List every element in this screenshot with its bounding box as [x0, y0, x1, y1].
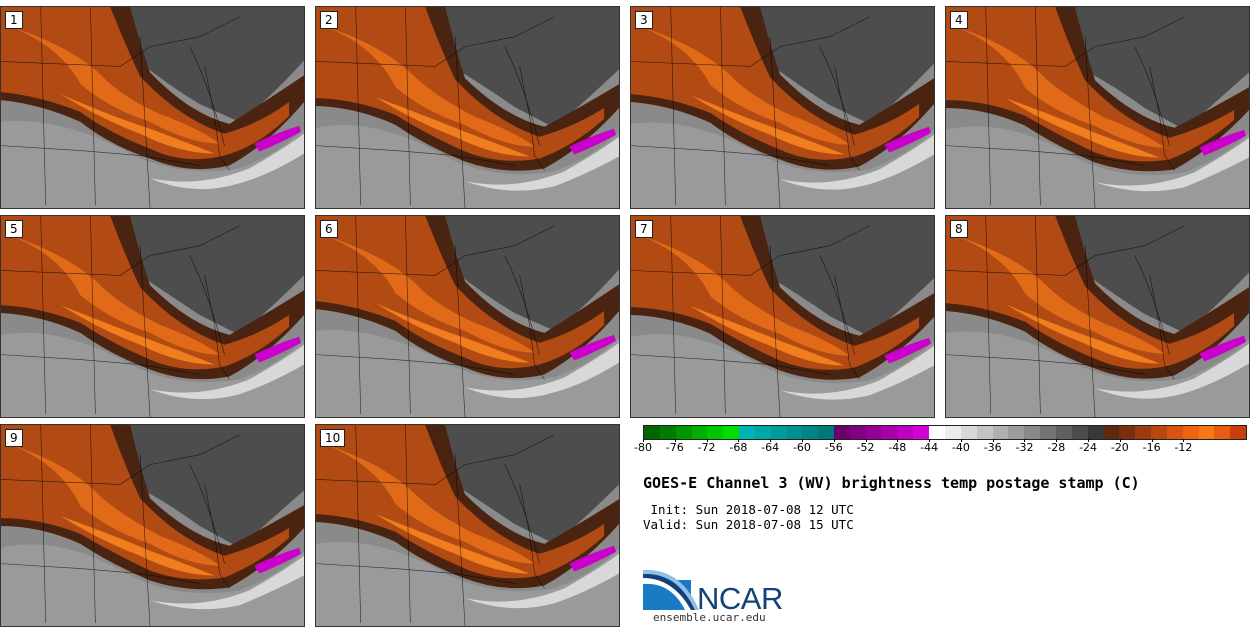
panel-number: 5: [5, 220, 23, 238]
init-time: Init: Sun 2018-07-08 12 UTC: [643, 502, 854, 517]
colorbar-swatch: [992, 426, 1009, 439]
colorbar-swatch: [1182, 426, 1199, 439]
colorbar-swatch: [659, 426, 676, 439]
colorbar-swatch: [1071, 426, 1088, 439]
colorbar-swatch: [897, 426, 914, 439]
colorbar-tick-label: -60: [792, 439, 811, 454]
colorbar-swatch: [1166, 426, 1183, 439]
postage-stamp-panel: 6: [315, 215, 620, 418]
colorbar-swatch: [1055, 426, 1072, 439]
ncar-logo-icon: [643, 570, 699, 610]
colorbar-swatch: [1230, 426, 1247, 439]
panel-number: 3: [635, 11, 653, 29]
colorbar-tick-label: -56: [824, 439, 843, 454]
colorbar-swatch: [691, 426, 708, 439]
colorbar-ticks: -80 -76 -72 -68 -64 -60 -56 -52 -48 -44 -40 -36 -32-…: [634, 439, 1247, 461]
colorbar-swatch: [802, 426, 819, 439]
postage-stamp-panel: 4: [945, 6, 1250, 209]
colorbar-swatch: [1087, 426, 1104, 439]
colorbar-swatch: [707, 426, 724, 439]
colorbar-tick-label: -16: [1142, 439, 1161, 454]
colorbar-tick-label: -76: [665, 439, 684, 454]
postage-stamp-panel: 3: [630, 6, 935, 209]
colorbar-swatch: [1214, 426, 1231, 439]
postage-stamp-panel: 10: [315, 424, 620, 627]
panel-number: 8: [950, 220, 968, 238]
panel-number: 9: [5, 429, 23, 447]
colorbar-swatch: [834, 426, 850, 439]
colorbar-swatch: [1135, 426, 1151, 439]
colorbar-swatch: [1119, 426, 1136, 439]
colorbar-swatch: [1198, 426, 1215, 439]
panel-number: 7: [635, 220, 653, 238]
wv-map: [1, 216, 304, 417]
colorbar-tick-label: -52: [856, 439, 875, 454]
colorbar-swatch: [849, 426, 866, 439]
colorbar-swatch: [754, 426, 771, 439]
colorbar-tick-label: -28: [1047, 439, 1066, 454]
colorbar-swatch: [723, 426, 740, 439]
postage-stamp-panel: 1: [0, 6, 305, 209]
colorbar-swatch: [770, 426, 787, 439]
colorbar-swatch: [739, 426, 755, 439]
colorbar-tick-label: -80: [634, 439, 652, 454]
panel-number: 6: [320, 220, 338, 238]
valid-time: Valid: Sun 2018-07-08 15 UTC: [643, 517, 854, 532]
postage-stamp-panel: 2: [315, 6, 620, 209]
colorbar-swatch: [786, 426, 803, 439]
colorbar-swatch: [1040, 426, 1056, 439]
wv-map: [1, 7, 304, 208]
postage-stamp-panel: 7: [630, 215, 935, 418]
colorbar-swatch: [960, 426, 977, 439]
colorbar-swatch: [644, 426, 660, 439]
colorbar-tick-label: -72: [697, 439, 716, 454]
wv-map: [946, 7, 1249, 208]
postage-stamp-panel: 9: [0, 424, 305, 627]
colorbar-swatch: [881, 426, 898, 439]
colorbar-tick-label: -40: [951, 439, 970, 454]
wv-map: [631, 216, 934, 417]
wv-map: [946, 216, 1249, 417]
panel-number: 2: [320, 11, 338, 29]
colorbar-tick-label: -12: [1174, 439, 1193, 454]
colorbar-swatch: [929, 426, 946, 439]
colorbar-swatch: [1103, 426, 1120, 439]
figure-title: GOES-E Channel 3 (WV) brightness temp po…: [643, 474, 1140, 492]
colorbar-swatch: [1008, 426, 1025, 439]
wv-map: [316, 7, 619, 208]
wv-map: [1, 425, 304, 626]
panel-number: 4: [950, 11, 968, 29]
colorbar-tick-label: -20: [1110, 439, 1129, 454]
colorbar-tick-label: -24: [1079, 439, 1098, 454]
panel-number: 1: [5, 11, 23, 29]
colorbar-tick-label: -48: [888, 439, 907, 454]
wv-map: [316, 425, 619, 626]
colorbar-tick-label: -32: [1015, 439, 1034, 454]
colorbar: [643, 425, 1247, 440]
panel-number: 10: [320, 429, 346, 447]
colorbar-swatch: [913, 426, 930, 439]
ncar-logo-text: NCAR: [697, 581, 783, 616]
wv-map: [316, 216, 619, 417]
colorbar-swatch: [1024, 426, 1041, 439]
colorbar-tick-label: -68: [729, 439, 748, 454]
postage-stamp-panel: 8: [945, 215, 1250, 418]
colorbar-swatch: [1151, 426, 1167, 439]
colorbar-swatch: [945, 426, 961, 439]
colorbar-swatch: [976, 426, 993, 439]
colorbar-swatch: [865, 426, 882, 439]
logo-url: ensemble.ucar.edu: [653, 611, 766, 624]
colorbar-tick-label: -36: [983, 439, 1002, 454]
colorbar-swatch: [818, 426, 835, 439]
colorbar-swatch: [675, 426, 692, 439]
colorbar-tick-label: -44: [920, 439, 939, 454]
colorbar-tick-label: -64: [761, 439, 780, 454]
wv-map: [631, 7, 934, 208]
postage-stamp-panel: 5: [0, 215, 305, 418]
